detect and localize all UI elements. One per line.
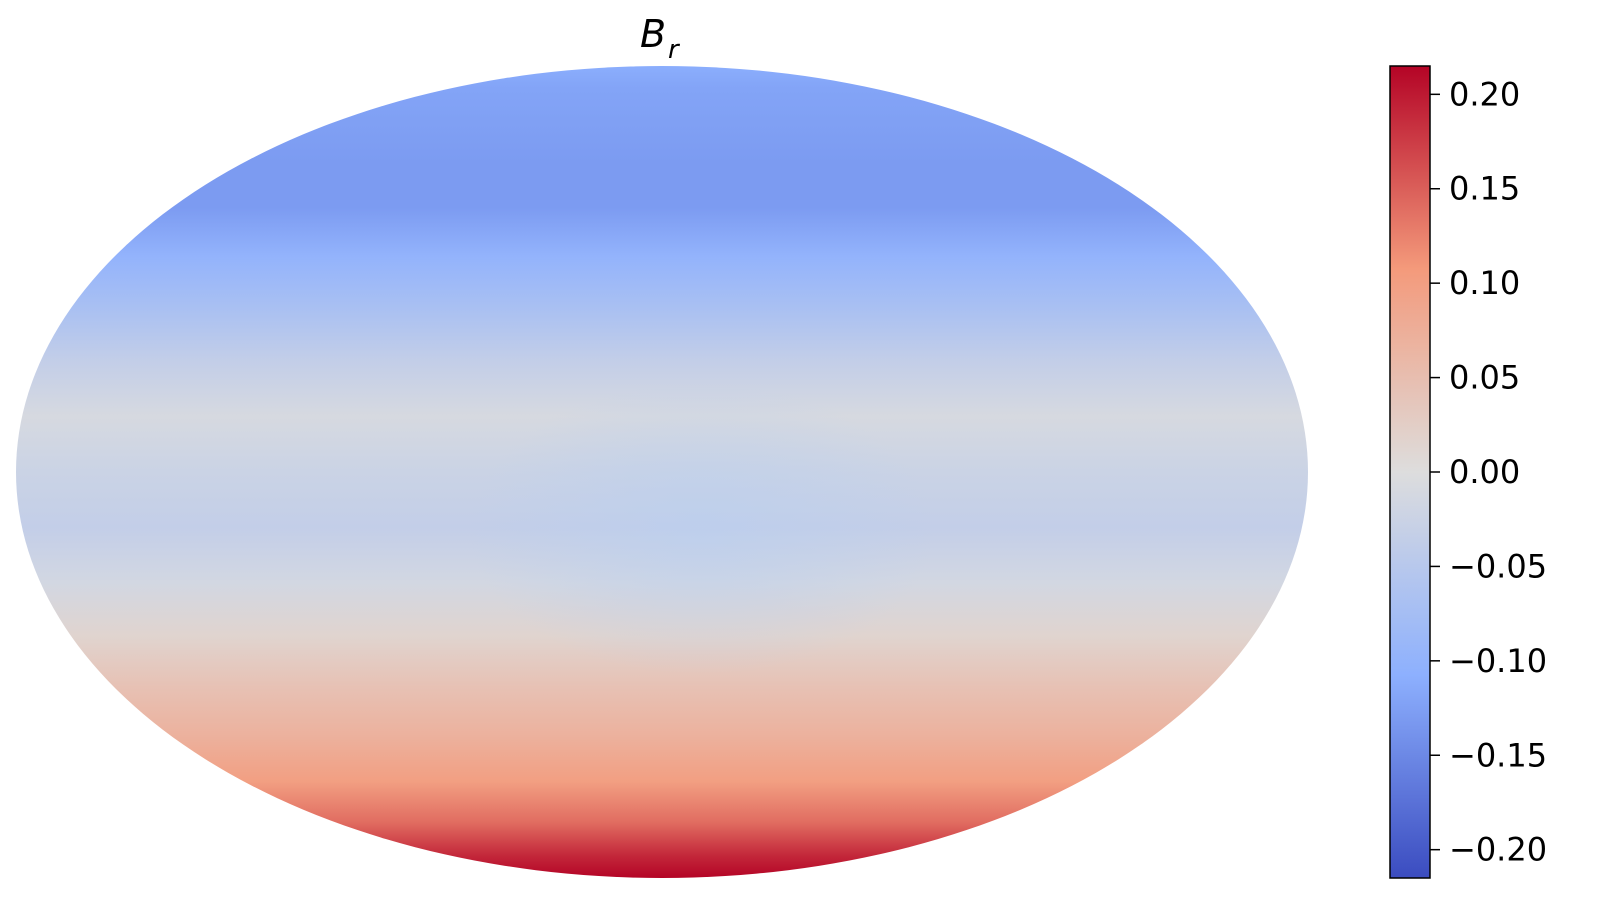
equatorial-variation [16, 66, 1308, 878]
chart-title-main: B [640, 12, 666, 56]
chart-title-subscript: r [668, 35, 681, 65]
colorbar-tick-label: −0.15 [1449, 736, 1547, 774]
colorbar-tick-label: −0.05 [1449, 547, 1547, 585]
colorbar-tick-label: 0.05 [1449, 359, 1520, 397]
colorbar-gradient [1390, 66, 1430, 878]
colorbar-tick-label: −0.10 [1449, 642, 1547, 680]
colorbar-tick-label: 0.20 [1449, 75, 1520, 113]
chart-title: B r [640, 12, 681, 65]
colorbar-ticks: 0.20 0.15 0.10 0.05 0.00 −0.05 −0.10 −0.15 −0.20 [1430, 75, 1547, 869]
colorbar-tick-label: −0.20 [1449, 831, 1547, 869]
colorbar-tick-label: 0.00 [1449, 453, 1520, 491]
colorbar: 0.20 0.15 0.10 0.05 0.00 −0.05 −0.10 −0.15 −0.20 [1389, 65, 1547, 879]
map-projection [16, 66, 1308, 878]
colorbar-tick-label: 0.10 [1449, 264, 1520, 302]
colorbar-tick-label: 0.15 [1449, 170, 1520, 208]
